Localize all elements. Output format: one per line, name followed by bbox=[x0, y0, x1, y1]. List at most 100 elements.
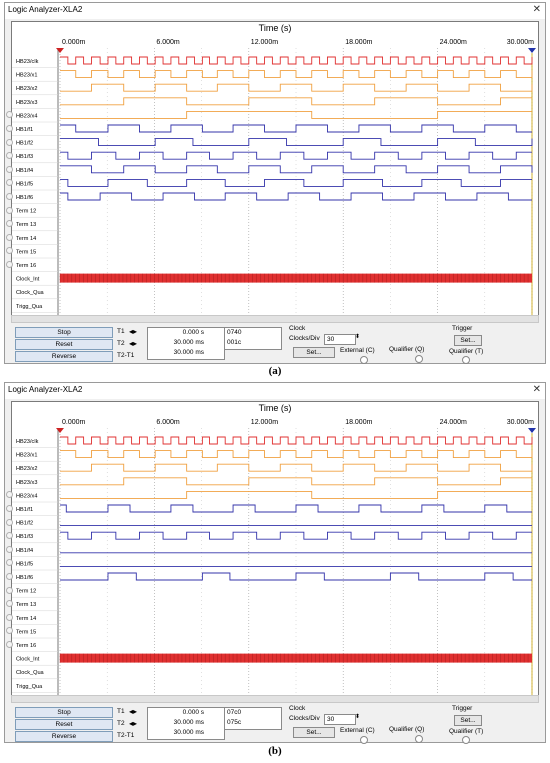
t1-arrows-icon[interactable]: ◂▸ bbox=[129, 707, 138, 716]
channel-connector-icon bbox=[6, 111, 13, 119]
close-icon[interactable]: ✕ bbox=[532, 4, 541, 15]
trigger-qualifier-radio[interactable] bbox=[462, 356, 470, 364]
trigger-set-button[interactable]: Set... bbox=[454, 715, 482, 726]
channel-connector-icon bbox=[6, 125, 13, 132]
signal-label: HB23/x4 bbox=[16, 113, 37, 119]
signal-label: HB23/clk bbox=[16, 439, 39, 445]
time-tick-label: 24.000m bbox=[440, 39, 467, 46]
t1-cursor-marker[interactable] bbox=[56, 48, 64, 53]
stop-button[interactable]: Stop bbox=[15, 707, 113, 718]
trigger-qualifier-radio[interactable] bbox=[462, 736, 470, 744]
signal-waveform bbox=[60, 531, 532, 540]
logic-analyzer-window-a: Logic Analyzer-XLA2 ✕ Time (s) 0.000m 6.0… bbox=[4, 2, 546, 364]
t2-hex-value: 075c bbox=[227, 719, 242, 726]
spinner-icon[interactable]: ⬍ bbox=[355, 714, 361, 720]
t2-label: T2 bbox=[117, 340, 125, 347]
signal-label: Term 14 bbox=[16, 616, 36, 622]
t1-time-value: 0.000 s bbox=[182, 329, 204, 336]
signal-label: Trigg_Qua bbox=[16, 684, 43, 690]
time-tick-label: 30.000m bbox=[507, 39, 534, 46]
t1-time-value: 0.000 s bbox=[182, 709, 204, 716]
external-radio[interactable] bbox=[360, 356, 368, 364]
trigger-set-button[interactable]: Set... bbox=[454, 335, 482, 346]
trigger-qualifier-label: Qualifier (T) bbox=[449, 348, 484, 355]
waveform-display[interactable]: Time (s) 0.000m 6.000m 12.000m 18.000m 24.00… bbox=[11, 21, 539, 317]
channel-connector-icon bbox=[6, 573, 13, 580]
channel-connector-icon bbox=[6, 518, 13, 526]
signal-label: HB23/clk bbox=[16, 59, 39, 65]
stop-button[interactable]: Stop bbox=[15, 327, 113, 338]
signal-waveform bbox=[60, 450, 533, 459]
signal-label: Term 15 bbox=[16, 249, 36, 255]
clocks-per-div-input[interactable]: 30 bbox=[324, 714, 356, 725]
waveform-display[interactable]: Time (s) 0.000m 6.000m 12.000m 18.000m 24.00… bbox=[11, 401, 539, 697]
signal-label: HB1/f2 bbox=[16, 521, 33, 527]
time-tick-label: 6.000m bbox=[156, 39, 180, 46]
signal-waveform bbox=[60, 477, 532, 486]
time-tick-label: 24.000m bbox=[440, 419, 467, 426]
clock-qualifier-radio[interactable] bbox=[415, 735, 423, 743]
window-title: Logic Analyzer-XLA2 bbox=[8, 5, 83, 14]
clock-group-title: Clock bbox=[289, 325, 306, 332]
time-axis-title: Time (s) bbox=[258, 403, 292, 413]
reverse-button[interactable]: Reverse bbox=[15, 351, 113, 362]
clock-qualifier-label: Qualifier (Q) bbox=[389, 726, 425, 733]
clock-qualifier-radio[interactable] bbox=[415, 355, 423, 363]
clock-set-button[interactable]: Set... bbox=[293, 727, 335, 738]
waveform-svg: 0.000m 6.000m 12.000m 18.000m 24.000m 30.000m… bbox=[12, 419, 536, 696]
reset-button[interactable]: Reset bbox=[15, 339, 113, 350]
time-axis-header: Time (s) bbox=[12, 402, 538, 428]
signal-label: Term 16 bbox=[16, 643, 36, 649]
channel-connector-icon bbox=[6, 491, 13, 499]
signal-label: HB23/x2 bbox=[16, 466, 37, 472]
t2-time-value: 30.000 ms bbox=[173, 719, 204, 726]
signal-label: HB1/f1 bbox=[16, 507, 33, 513]
signal-label: HB1/f6 bbox=[16, 195, 33, 201]
external-label: External (C) bbox=[340, 347, 375, 354]
clock-set-button[interactable]: Set... bbox=[293, 347, 335, 358]
t2-arrows-icon[interactable]: ◂▸ bbox=[129, 719, 138, 728]
time-values-box: 0.000 s 30.000 ms 30.000 ms bbox=[147, 707, 225, 740]
signal-waveform bbox=[60, 151, 532, 160]
reverse-button[interactable]: Reverse bbox=[15, 731, 113, 742]
time-tick-label: 6.000m bbox=[156, 419, 180, 426]
title-bar: Logic Analyzer-XLA2 ✕ bbox=[5, 383, 545, 399]
external-radio[interactable] bbox=[360, 736, 368, 744]
t1-label: T1 bbox=[117, 328, 125, 335]
caption-a: (a) bbox=[268, 365, 282, 377]
channel-connector-icon bbox=[6, 586, 13, 594]
channel-connector-icon bbox=[6, 138, 13, 146]
trigger-group-title: Trigger bbox=[452, 705, 473, 712]
signal-label: Term 15 bbox=[16, 629, 36, 635]
clocks-per-div-input[interactable]: 30 bbox=[324, 334, 356, 345]
signal-label: HB23/x4 bbox=[16, 493, 37, 499]
channel-connector-icon bbox=[6, 193, 13, 200]
clock-qualifier-label: Qualifier (Q) bbox=[389, 346, 425, 353]
t1-cursor-marker[interactable] bbox=[56, 428, 64, 433]
signal-label: Clock_Qua bbox=[16, 290, 45, 296]
t2-label: T2 bbox=[117, 720, 125, 727]
trigger-qualifier-label: Qualifier (T) bbox=[449, 728, 484, 735]
t2-arrows-icon[interactable]: ◂▸ bbox=[129, 339, 138, 348]
horizontal-scrollbar[interactable] bbox=[11, 695, 539, 703]
close-icon[interactable]: ✕ bbox=[532, 384, 541, 395]
t1-arrows-icon[interactable]: ◂▸ bbox=[129, 327, 138, 336]
time-tick-label: 30.000m bbox=[507, 419, 534, 426]
waveform-svg: 0.000m 6.000m 12.000m 18.000m 24.000m 30.000m… bbox=[12, 39, 536, 316]
reset-button[interactable]: Reset bbox=[15, 719, 113, 730]
signal-label: Term 13 bbox=[16, 602, 36, 608]
caption-b: (b) bbox=[268, 745, 282, 757]
t2-cursor-marker[interactable] bbox=[528, 48, 536, 53]
title-bar: Logic Analyzer-XLA2 ✕ bbox=[5, 3, 545, 19]
signal-waveform bbox=[60, 138, 533, 147]
clocks-per-div-label: Clocks/Div bbox=[289, 335, 320, 342]
channel-connector-icon bbox=[6, 206, 13, 214]
time-values-box: 0.000 s 30.000 ms 30.000 ms bbox=[147, 327, 225, 360]
signal-label: HB23/x3 bbox=[16, 480, 37, 486]
signal-waveform bbox=[60, 504, 532, 513]
t2-cursor-marker[interactable] bbox=[528, 428, 536, 433]
signal-label: HB1/f6 bbox=[16, 575, 33, 581]
horizontal-scrollbar[interactable] bbox=[11, 315, 539, 323]
signal-label: HB1/f2 bbox=[16, 141, 33, 147]
spinner-icon[interactable]: ⬍ bbox=[355, 334, 361, 340]
